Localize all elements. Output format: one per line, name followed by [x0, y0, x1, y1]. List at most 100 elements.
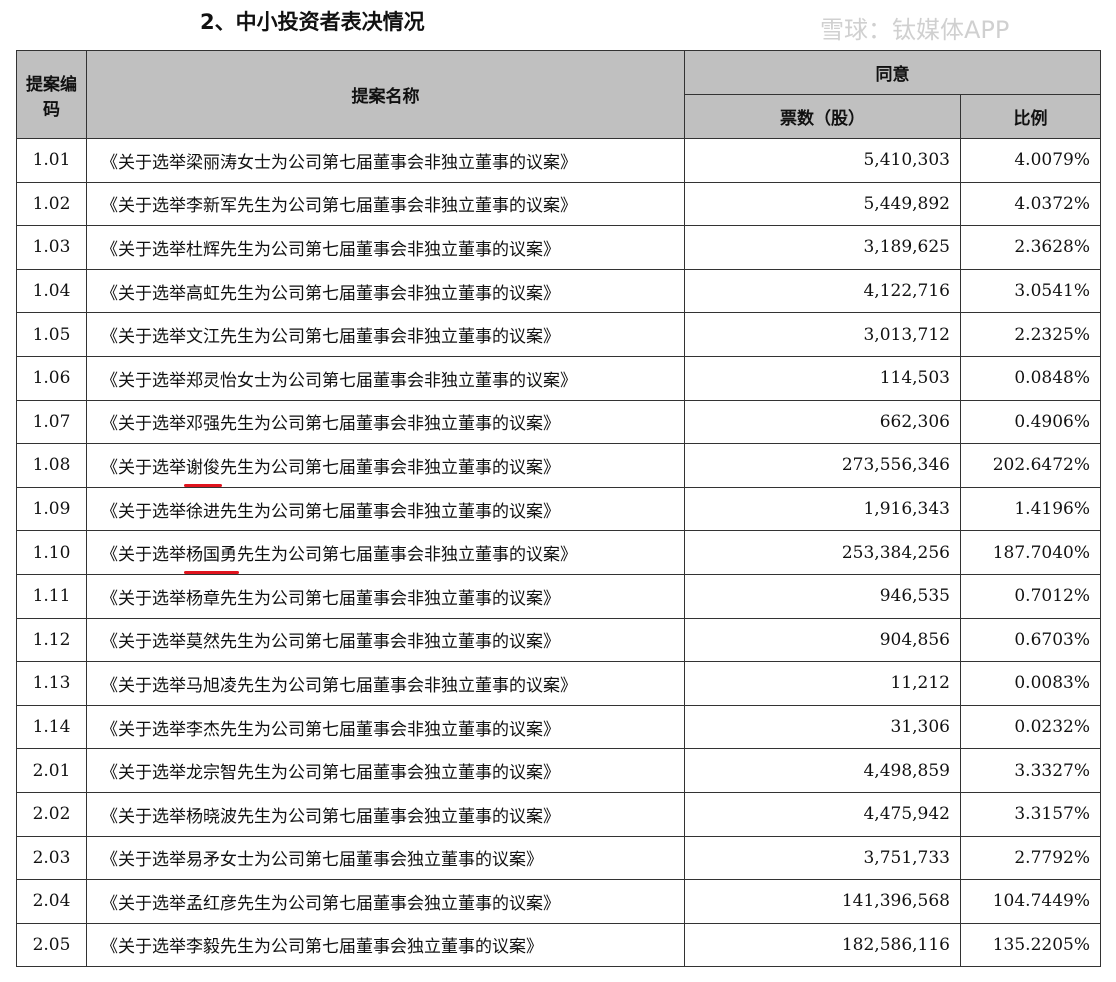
watermark: 雪球：钛媒体APP: [820, 16, 1010, 44]
vote-count: 253,384,256: [684, 530, 961, 575]
proposal-name: 《关于选举梁丽涛女士为公司第七届董事会非独立董事的议案》: [86, 138, 685, 183]
name-prefix: 《关于选举: [101, 937, 186, 958]
section-title: 2、中小投资者表决情况: [200, 10, 425, 34]
proposal-code: 1.05: [16, 312, 87, 357]
proposal-name: 《关于选举徐进先生为公司第七届董事会非独立董事的议案》: [86, 486, 685, 532]
vote-count: 11,212: [684, 661, 961, 706]
vote-count: 5,449,892: [684, 181, 961, 227]
vote-count: 3,751,733: [684, 835, 961, 881]
name-suffix: 先生为公司第七届董事会非独立董事的议案》: [237, 675, 577, 696]
proposal-name: 《关于选举龙宗智先生为公司第七届董事会独立董事的议案》: [86, 748, 685, 793]
table-row: 1.04 《关于选举高虹先生为公司第七届董事会非独立董事的议案》 4,122,716…: [16, 268, 1101, 314]
vote-ratio: 0.0232%: [960, 704, 1101, 750]
candidate-name: 文江: [186, 327, 220, 348]
proposal-name: 《关于选举邓强先生为公司第七届董事会非独立董事的议案》: [86, 399, 685, 445]
candidate-name: 杨章: [186, 588, 220, 609]
proposal-code: 1.06: [16, 355, 87, 401]
vote-ratio: 2.2325%: [960, 312, 1101, 357]
vote-ratio: 4.0079%: [960, 138, 1101, 183]
vote-count: 4,122,716: [684, 268, 961, 314]
table-row: 1.02 《关于选举李新军先生为公司第七届董事会非独立董事的议案》 5,449,89…: [16, 181, 1101, 227]
table-row: 1.06 《关于选举郑灵怡女士为公司第七届董事会非独立董事的议案》 114,503 0…: [16, 355, 1101, 401]
proposal-code: 1.11: [16, 573, 87, 619]
name-suffix: 先生为公司第七届董事会非独立董事的议案》: [220, 719, 560, 740]
proposal-code: 1.14: [16, 704, 87, 750]
candidate-name: 梁丽涛: [186, 152, 237, 173]
header-agree: 同意: [684, 50, 1101, 95]
table-row: 1.09 《关于选举徐进先生为公司第七届董事会非独立董事的议案》 1,916,343…: [16, 486, 1101, 532]
vote-count: 4,498,859: [684, 748, 961, 793]
name-prefix: 《关于选举: [101, 632, 186, 653]
vote-ratio: 2.3628%: [960, 225, 1101, 270]
vote-count: 31,306: [684, 704, 961, 750]
name-prefix: 《关于选举: [101, 893, 186, 914]
vote-ratio: 0.0848%: [960, 355, 1101, 401]
vote-ratio: 3.3157%: [960, 791, 1101, 837]
header-name: 提案名称: [86, 50, 685, 139]
proposal-name: 《关于选举易矛女士为公司第七届董事会独立董事的议案》: [86, 835, 685, 881]
vote-count: 3,189,625: [684, 225, 961, 270]
vote-ratio: 187.7040%: [960, 530, 1101, 575]
proposal-name: 《关于选举孟红彦先生为公司第七届董事会独立董事的议案》: [86, 879, 685, 924]
name-prefix: 《关于选举: [101, 806, 186, 827]
proposal-name: 《关于选举莫然先生为公司第七届董事会非独立董事的议案》: [86, 617, 685, 663]
name-suffix: 先生为公司第七届董事会非独立董事的议案》: [220, 588, 560, 609]
vote-ratio: 4.0372%: [960, 181, 1101, 227]
name-prefix: 《关于选举: [101, 414, 186, 435]
proposal-code: 1.02: [16, 181, 87, 227]
name-prefix: 《关于选举: [101, 675, 186, 696]
name-prefix: 《关于选举: [101, 719, 186, 740]
vote-ratio: 135.2205%: [960, 922, 1101, 968]
table-row: 1.12 《关于选举莫然先生为公司第七届董事会非独立董事的议案》 904,856 0.…: [16, 617, 1101, 663]
proposal-name: 《关于选举杨晓波先生为公司第七届董事会独立董事的议案》: [86, 791, 685, 837]
table-row: 1.10 《关于选举杨国勇先生为公司第七届董事会非独立董事的议案》 253,384,…: [16, 530, 1101, 575]
name-suffix: 先生为公司第七届董事会非独立董事的议案》: [220, 501, 560, 522]
proposal-name: 《关于选举谢俊先生为公司第七届董事会非独立董事的议案》: [86, 443, 685, 488]
proposal-code: 2.01: [16, 748, 87, 793]
name-prefix: 《关于选举: [101, 283, 186, 304]
table-row: 1.05 《关于选举文江先生为公司第七届董事会非独立董事的议案》 3,013,712…: [16, 312, 1101, 357]
candidate-name: 孟红彦: [186, 893, 237, 914]
vote-ratio: 0.7012%: [960, 573, 1101, 619]
proposal-code: 2.02: [16, 791, 87, 837]
name-prefix: 《关于选举: [101, 763, 186, 784]
vote-ratio: 104.7449%: [960, 879, 1101, 924]
table-row: 1.08 《关于选举谢俊先生为公司第七届董事会非独立董事的议案》 273,556,3…: [16, 443, 1101, 488]
proposal-code: 1.13: [16, 661, 87, 706]
table-row: 1.07 《关于选举邓强先生为公司第七届董事会非独立董事的议案》 662,306 0.…: [16, 399, 1101, 445]
candidate-name: 谢俊: [186, 457, 220, 478]
proposal-name: 《关于选举李新军先生为公司第七届董事会非独立董事的议案》: [86, 181, 685, 227]
vote-count: 946,535: [684, 573, 961, 619]
proposal-name: 《关于选举杨国勇先生为公司第七届董事会非独立董事的议案》: [86, 530, 685, 575]
name-suffix: 女士为公司第七届董事会独立董事的议案》: [220, 850, 543, 871]
table-row: 1.13 《关于选举马旭凌先生为公司第七届董事会非独立董事的议案》 11,212 0.…: [16, 661, 1101, 706]
table-row: 1.03 《关于选举杜辉先生为公司第七届董事会非独立董事的议案》 3,189,625…: [16, 225, 1101, 270]
vote-ratio: 202.6472%: [960, 443, 1101, 488]
name-prefix: 《关于选举: [101, 370, 186, 391]
name-suffix: 先生为公司第七届董事会非独立董事的议案》: [220, 327, 560, 348]
proposal-name: 《关于选举杜辉先生为公司第七届董事会非独立董事的议案》: [86, 225, 685, 270]
vote-count: 5,410,303: [684, 138, 961, 183]
vote-ratio: 0.6703%: [960, 617, 1101, 663]
name-suffix: 先生为公司第七届董事会非独立董事的议案》: [237, 196, 577, 217]
header-code: 提案编码: [16, 50, 87, 139]
table-row: 2.01 《关于选举龙宗智先生为公司第七届董事会独立董事的议案》 4,498,859…: [16, 748, 1101, 793]
name-prefix: 《关于选举: [101, 327, 186, 348]
table-row: 1.11 《关于选举杨章先生为公司第七届董事会非独立董事的议案》 946,535 0.…: [16, 573, 1101, 619]
proposal-name: 《关于选举李毅先生为公司第七届董事会独立董事的议案》: [86, 922, 685, 968]
vote-count: 662,306: [684, 399, 961, 445]
name-suffix: 先生为公司第七届董事会非独立董事的议案》: [220, 457, 560, 478]
proposal-code: 1.01: [16, 138, 87, 183]
name-suffix: 女士为公司第七届董事会非独立董事的议案》: [237, 370, 577, 391]
candidate-name: 易矛: [186, 850, 220, 871]
proposal-name: 《关于选举高虹先生为公司第七届董事会非独立董事的议案》: [86, 268, 685, 314]
name-prefix: 《关于选举: [101, 501, 186, 522]
vote-ratio: 1.4196%: [960, 486, 1101, 532]
table-row: 1.01 《关于选举梁丽涛女士为公司第七届董事会非独立董事的议案》 5,410,30…: [16, 138, 1101, 183]
vote-ratio: 3.3327%: [960, 748, 1101, 793]
candidate-name: 杜辉: [186, 239, 220, 260]
table-row: 2.05 《关于选举李毅先生为公司第七届董事会独立董事的议案》 182,586,11…: [16, 922, 1101, 968]
name-suffix: 先生为公司第七届董事会非独立董事的议案》: [220, 283, 560, 304]
candidate-name: 马旭凌: [186, 675, 237, 696]
proposal-code: 2.05: [16, 922, 87, 968]
